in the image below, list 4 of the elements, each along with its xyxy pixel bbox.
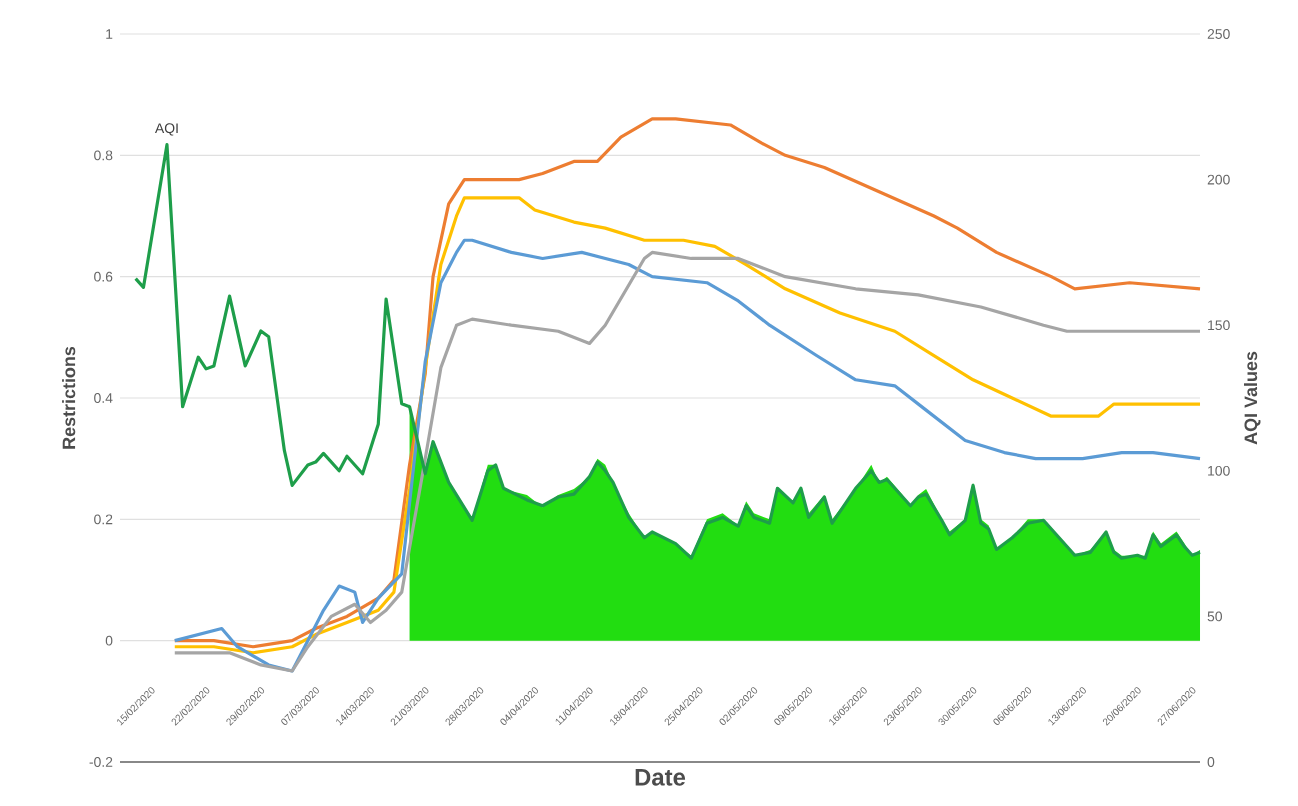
x-axis-title: Date [635, 769, 686, 786]
y2-axis-title: AQI Values [1244, 351, 1261, 445]
y-axis-title: Restrictions [62, 346, 76, 449]
line-series [134, 143, 1202, 560]
